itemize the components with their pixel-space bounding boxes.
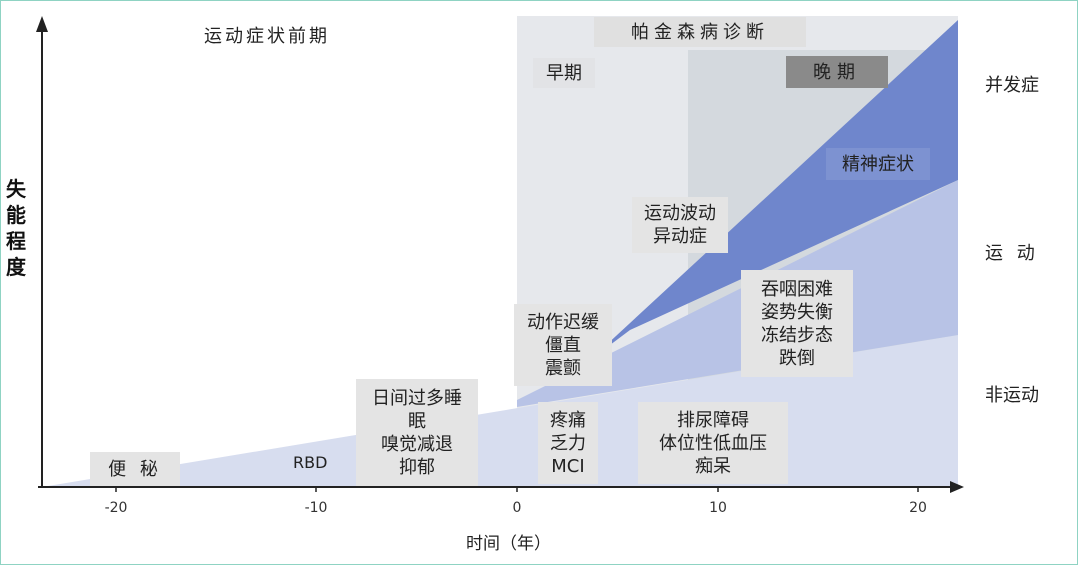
symptom-line: 跌倒	[779, 347, 815, 369]
symptom-line: 冻结步态	[761, 324, 833, 346]
early-stage-text: 早期	[546, 62, 582, 84]
early-stage-label: 早期	[533, 58, 595, 88]
constipation-text: 便 秘	[108, 458, 162, 480]
symptom-line: 震颤	[545, 357, 581, 379]
diagnosis-label-text: 帕金森病诊断	[631, 21, 769, 43]
symptom-line: 疼痛	[550, 409, 586, 431]
rbd-label: RBD	[293, 453, 328, 472]
symptom-line: 排尿障碍	[677, 409, 749, 431]
symptom-line: 吞咽困难	[761, 278, 833, 300]
fluctuation-box: 运动波动 异动症	[632, 197, 728, 253]
symptom-line: 异动症	[653, 226, 707, 247]
early-motor-box: 动作迟缓 僵直 震颤	[514, 304, 612, 386]
symptom-line: 动作迟缓	[527, 311, 599, 333]
sleep-symptoms-box: 日间过多睡 眠 嗅觉减退 抑郁	[356, 379, 478, 486]
prodromal-phase-label: 运动症状前期	[204, 26, 330, 47]
x-tick-label: 20	[909, 500, 927, 516]
psychiatric-box: 精神症状	[826, 148, 930, 180]
x-tick-label: 10	[709, 500, 727, 516]
diagnosis-label: 帕金森病诊断	[594, 17, 806, 47]
symptom-line: 嗅觉减退	[381, 433, 453, 455]
late-stage-label: 晚期	[786, 56, 888, 88]
symptom-line: 抑郁	[399, 456, 435, 478]
symptom-line: 眠	[408, 410, 426, 432]
late-stage-text: 晚期	[813, 61, 861, 83]
complications-label: 并发症	[985, 75, 1039, 96]
symptom-line: 乏力	[550, 432, 586, 454]
x-axis-label: 时间（年）	[466, 534, 551, 554]
complications-wedge	[590, 20, 958, 360]
symptom-line: 日间过多睡	[372, 387, 462, 409]
axial-symptoms-box: 吞咽困难 姿势失衡 冻结步态 跌倒	[741, 270, 853, 377]
constipation-box: 便 秘	[90, 452, 180, 486]
y-axis-arrow	[36, 16, 48, 32]
x-tick-label: -20	[104, 500, 128, 516]
symptom-line: 运动波动	[644, 203, 716, 224]
x-axis-arrow	[950, 481, 964, 493]
x-tick-label: -10	[304, 500, 328, 516]
symptom-line: MCI	[551, 455, 585, 477]
autonomic-box: 排尿障碍 体位性低血压 痴呆	[638, 402, 788, 484]
psychiatric-text: 精神症状	[842, 153, 914, 175]
symptom-line: 痴呆	[695, 455, 731, 477]
x-tick-label: 0	[512, 500, 522, 516]
symptom-line: 体位性低血压	[659, 432, 767, 454]
nonmotor-label: 非运动	[985, 385, 1039, 406]
symptom-line: 姿势失衡	[761, 301, 833, 323]
y-axis-label: 失能程度	[6, 177, 26, 279]
motor-label: 运 动	[985, 243, 1039, 264]
pain-fatigue-box: 疼痛 乏力 MCI	[538, 402, 598, 484]
symptom-line: 僵直	[545, 334, 581, 356]
